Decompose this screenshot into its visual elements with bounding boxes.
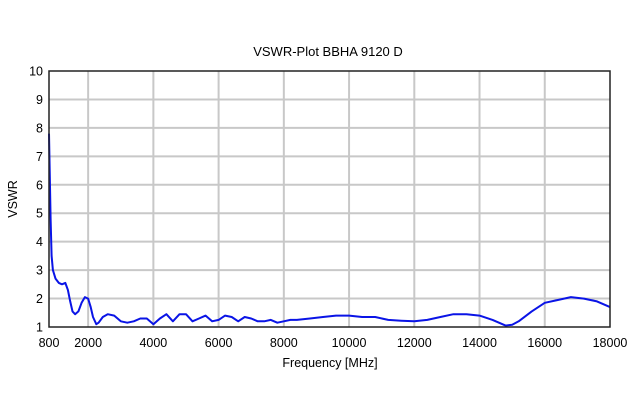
x-tick-label: 12000 <box>397 336 432 350</box>
x-axis-label: Frequency [MHz] <box>282 356 377 370</box>
x-tick-label: 4000 <box>139 336 167 350</box>
x-tick-label: 10000 <box>332 336 367 350</box>
y-axis-label: VSWR <box>6 180 20 218</box>
y-tick-label: 9 <box>36 93 43 107</box>
y-tick-label: 5 <box>36 207 43 221</box>
grid-lines <box>49 71 610 327</box>
y-tick-label: 8 <box>36 121 43 135</box>
x-tick-label: 8000 <box>270 336 298 350</box>
x-tick-label: 2000 <box>74 336 102 350</box>
y-tick-label: 10 <box>29 65 43 79</box>
x-tick-label: 14000 <box>462 336 497 350</box>
chart-title: VSWR-Plot BBHA 9120 D <box>253 44 403 59</box>
y-tick-label: 7 <box>36 150 43 164</box>
y-axis-ticks: 1 2 3 4 5 6 7 8 9 10 <box>29 65 43 335</box>
x-tick-label: 6000 <box>205 336 233 350</box>
y-tick-label: 6 <box>36 178 43 192</box>
y-tick-label: 1 <box>36 321 43 335</box>
y-tick-label: 4 <box>36 235 43 249</box>
plot-frame <box>48 70 611 328</box>
x-axis-ticks: 800 2000 4000 6000 8000 10000 12000 14000 16000 1… <box>39 336 628 350</box>
x-tick-label: 800 <box>39 336 60 350</box>
vswr-curve <box>48 133 611 327</box>
y-tick-label: 3 <box>36 264 43 278</box>
x-tick-label: 16000 <box>527 336 562 350</box>
y-tick-label: 2 <box>36 292 43 306</box>
x-tick-label: 18000 <box>593 336 628 350</box>
